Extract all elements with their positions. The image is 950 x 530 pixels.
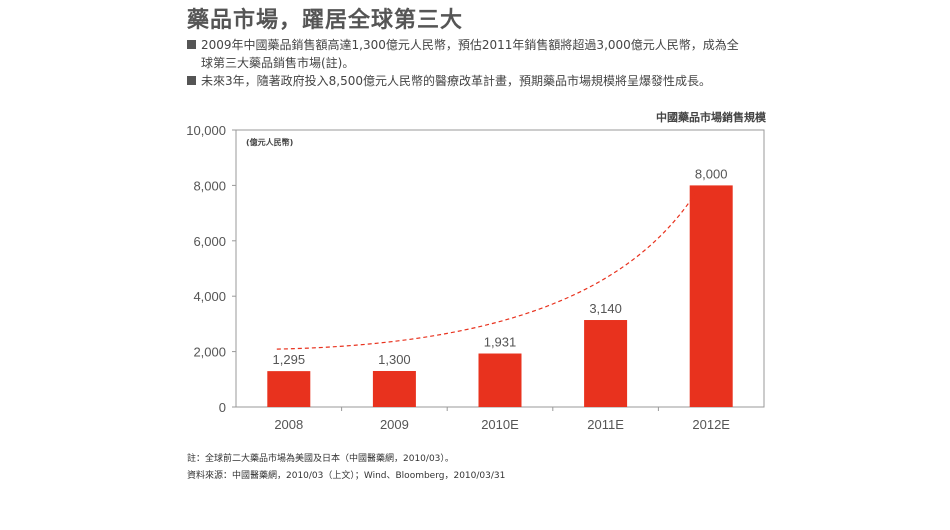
x-axis: 2008 2009 2010E 2011E 2012E — [274, 407, 730, 432]
bar — [267, 371, 311, 407]
bar — [372, 370, 416, 407]
bullet-text-line: 2009年中國藥品銷售額高達1,300億元人民幣，預估2011年銷售額將超過3,… — [201, 38, 739, 52]
y-tick-label: 10,000 — [186, 123, 226, 138]
y-tick-label: 4,000 — [193, 289, 226, 304]
x-tick-label: 2010E — [481, 417, 519, 432]
bar-value-label: 1,295 — [273, 352, 306, 367]
square-bullet-icon — [187, 40, 196, 49]
y-axis: 0 2,000 4,000 6,000 8,000 10,000 — [186, 123, 236, 415]
bar-value-label: 1,300 — [378, 352, 411, 367]
bullet-text-line: 未來3年，隨著政府投入8,500億元人民幣的醫療改革計畫，預期藥品市場規模將呈爆… — [201, 74, 711, 88]
data-labels: 1,295 1,300 1,931 3,140 8,000 — [273, 166, 728, 367]
bar — [478, 353, 522, 407]
chart-title: 中國藥品市場銷售規模 — [656, 111, 766, 124]
footnotes: 註：全球前二大藥品市場為美國及日本（中國醫藥網，2010/03）。 資料來源：中… — [187, 451, 505, 485]
bullet-item: 2009年中國藥品銷售額高達1,300億元人民幣，預估2011年銷售額將超過3,… — [187, 36, 787, 72]
x-tick-label: 2009 — [380, 417, 409, 432]
y-axis-unit-label: (億元人民幣) — [246, 137, 293, 147]
footnote-note: 註：全球前二大藥品市場為美國及日本（中國醫藥網，2010/03）。 — [187, 454, 454, 464]
bar — [584, 320, 628, 407]
y-tick-label: 0 — [219, 400, 226, 415]
footnote-source: 資料來源：中國醫藥網，2010/03（上文）；Wind、Bloomberg，20… — [187, 471, 506, 481]
x-tick-label: 2008 — [274, 417, 303, 432]
bar — [689, 185, 733, 407]
x-tick-label: 2011E — [587, 417, 624, 432]
square-bullet-icon — [187, 76, 196, 85]
bullet-item: 未來3年，隨著政府投入8,500億元人民幣的醫療改革計畫，預期藥品市場規模將呈爆… — [187, 72, 787, 90]
growth-trend-arrow — [276, 185, 701, 350]
bar-series — [267, 185, 733, 407]
page-title: 藥品市場，躍居全球第三大 — [187, 8, 464, 33]
bullet-text-line: 球第三大藥品銷售市場(註)。 — [201, 56, 355, 70]
x-tick-label: 2012E — [692, 417, 730, 432]
bar-value-label: 8,000 — [695, 166, 728, 181]
bar-value-label: 3,140 — [589, 301, 622, 316]
y-tick-label: 2,000 — [193, 345, 226, 360]
bullet-list: 2009年中國藥品銷售額高達1,300億元人民幣，預估2011年銷售額將超過3,… — [187, 36, 787, 90]
y-tick-label: 8,000 — [193, 178, 226, 193]
y-tick-label: 6,000 — [193, 234, 226, 249]
bar-value-label: 1,931 — [484, 335, 517, 350]
